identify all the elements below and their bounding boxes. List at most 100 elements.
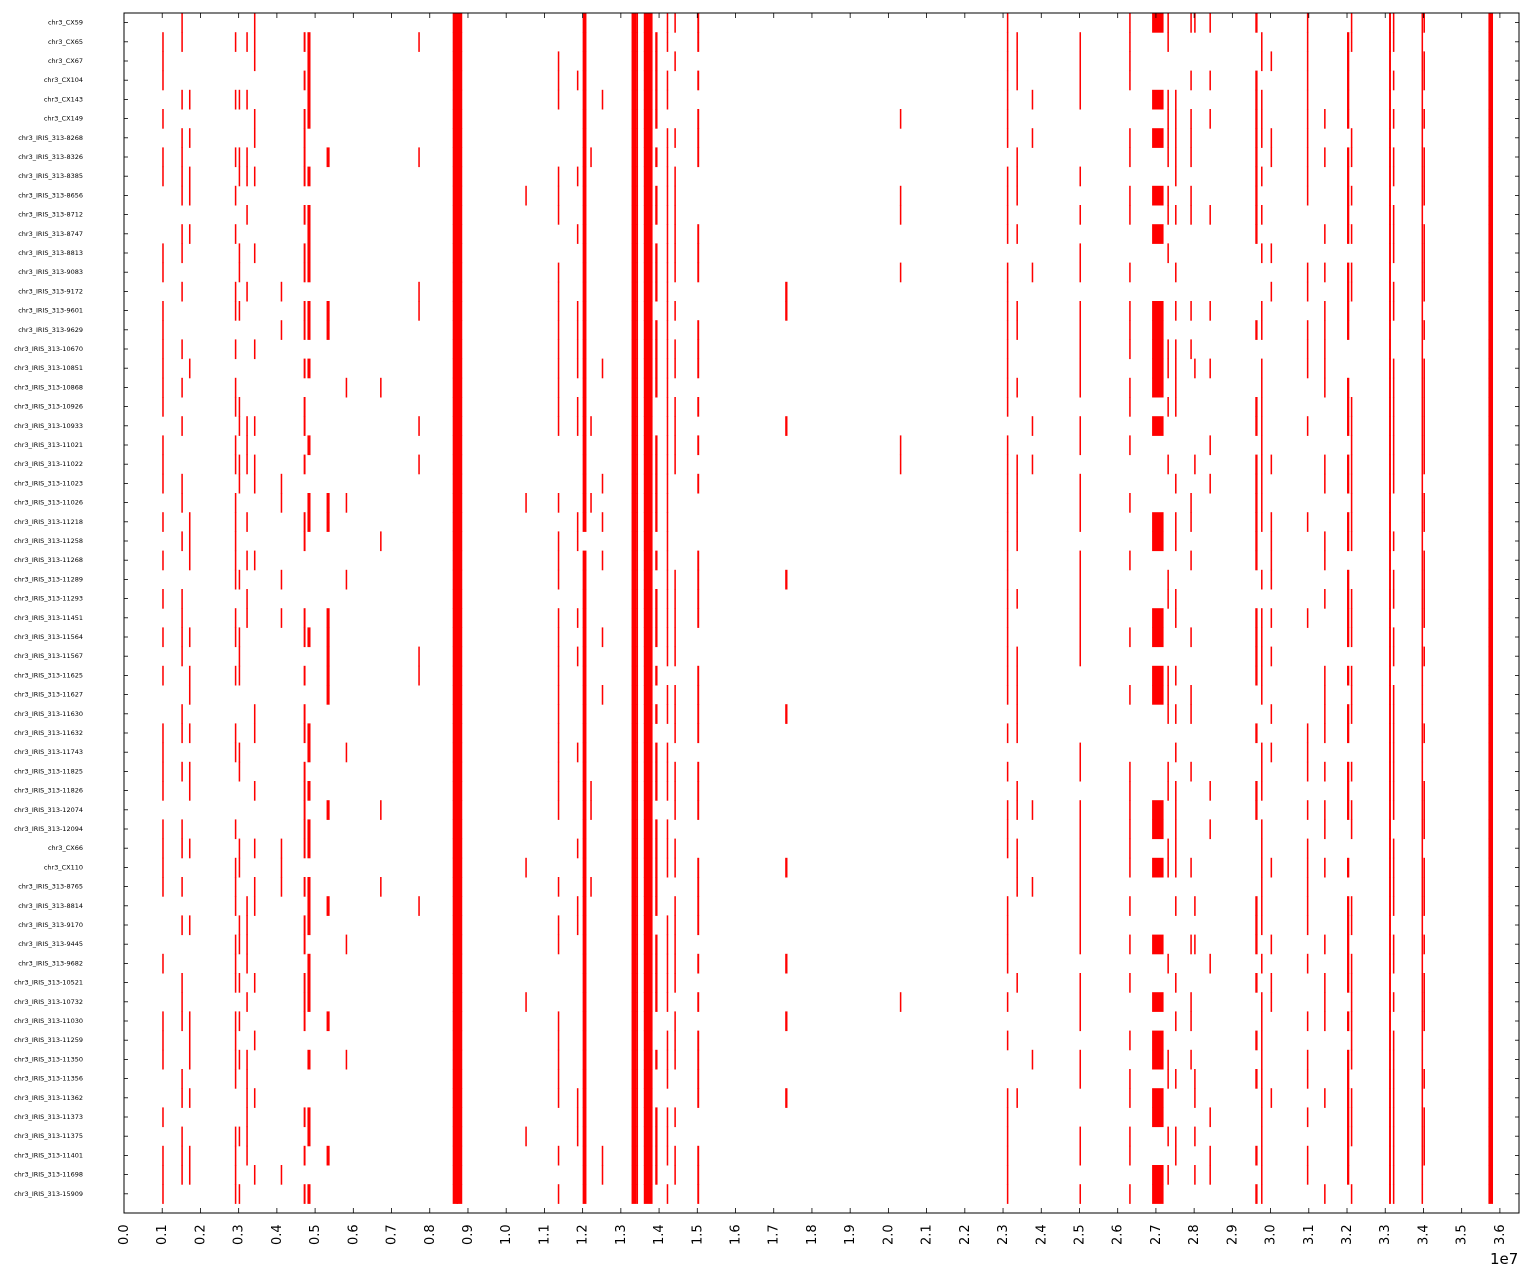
mark-row-57 xyxy=(1347,1107,1350,1128)
mark-row-36 xyxy=(1421,704,1424,724)
mark-row-39 xyxy=(181,761,183,782)
mark-row-57 xyxy=(1389,1107,1391,1128)
mark-row-18 xyxy=(674,358,676,379)
mark-row-7 xyxy=(162,147,164,168)
mark-row-39 xyxy=(1129,761,1131,782)
mark-row-22 xyxy=(1421,435,1424,456)
mark-row-58 xyxy=(1488,1126,1494,1147)
mark-row-61 xyxy=(1152,1184,1164,1204)
mark-row-12 xyxy=(1423,243,1425,264)
mark-row-17 xyxy=(1421,339,1424,360)
mark-row-32 xyxy=(674,627,676,648)
mark-row-11 xyxy=(181,224,183,244)
mark-row-32 xyxy=(1190,627,1192,648)
mark-row-4 xyxy=(1167,89,1169,110)
y-tick-label: chr3_IRIS_313-11375 xyxy=(14,1132,83,1140)
mark-row-39 xyxy=(643,761,653,782)
mark-row-26 xyxy=(1421,512,1424,532)
mark-row-37 xyxy=(1306,723,1309,744)
mark-row-58 xyxy=(307,1126,311,1147)
mark-row-24 xyxy=(582,473,587,494)
mark-row-9 xyxy=(1255,185,1258,206)
mark-row-31 xyxy=(1488,608,1494,628)
mark-row-19 xyxy=(1175,377,1177,398)
y-tick-label: chr3_IRIS_313-11218 xyxy=(14,518,83,526)
mark-row-17 xyxy=(1152,339,1164,360)
y-tick-label: chr3_IRIS_313-8712 xyxy=(18,211,83,219)
mark-row-53 xyxy=(666,1030,669,1051)
y-tick-label: chr3_IRIS_313-11289 xyxy=(14,575,83,583)
mark-row-28 xyxy=(1389,550,1391,571)
mark-row-1 xyxy=(636,32,639,52)
mark-row-20 xyxy=(162,397,164,417)
mark-row-4 xyxy=(636,89,639,110)
mark-row-32 xyxy=(582,627,587,648)
mark-row-47 xyxy=(246,915,248,936)
mark-row-32 xyxy=(1006,627,1009,648)
mark-row-43 xyxy=(1129,838,1131,859)
mark-row-22 xyxy=(162,435,164,456)
mark-row-3 xyxy=(1389,70,1391,91)
mark-row-39 xyxy=(1306,761,1309,782)
mark-row-45 xyxy=(1306,877,1309,897)
mark-row-29 xyxy=(1392,569,1395,590)
mark-row-39 xyxy=(631,761,637,782)
mark-row-50 xyxy=(1129,973,1131,993)
mark-row-4 xyxy=(1255,89,1258,110)
mark-row-32 xyxy=(1079,627,1082,648)
x-tick-label: 0.4 xyxy=(270,1224,285,1245)
mark-row-0 xyxy=(1194,13,1196,33)
mark-row-17 xyxy=(674,339,676,360)
mark-row-17 xyxy=(234,339,237,360)
mark-row-22 xyxy=(1350,435,1353,456)
mark-row-31 xyxy=(1270,608,1273,628)
mark-row-21 xyxy=(1389,416,1391,436)
y-tick-label: chr3_IRIS_313-8765 xyxy=(18,883,83,891)
mark-row-59 xyxy=(1129,1145,1131,1166)
x-tick-label: 0.1 xyxy=(155,1224,170,1245)
mark-row-21 xyxy=(1421,416,1424,436)
mark-row-16 xyxy=(1255,320,1258,340)
mark-row-1 xyxy=(1350,32,1353,52)
mark-row-36 xyxy=(1392,704,1395,724)
mark-row-36 xyxy=(636,704,639,724)
mark-row-13 xyxy=(631,262,637,283)
mark-row-59 xyxy=(655,1145,658,1166)
mark-row-35 xyxy=(188,685,191,705)
mark-row-40 xyxy=(643,781,653,801)
mark-row-15 xyxy=(238,301,241,321)
x-tick-label: 1.5 xyxy=(690,1224,705,1245)
mark-row-41 xyxy=(380,800,382,820)
mark-row-60 xyxy=(234,1165,237,1185)
mark-row-59 xyxy=(1255,1145,1258,1166)
mark-row-52 xyxy=(234,1011,237,1032)
mark-row-1 xyxy=(246,32,248,52)
mark-row-46 xyxy=(1423,896,1425,916)
mark-row-53 xyxy=(1255,1030,1258,1051)
y-tick-label: chr3_IRIS_313-11632 xyxy=(14,729,83,737)
mark-row-55 xyxy=(697,1069,700,1089)
mark-row-15 xyxy=(785,301,788,321)
mark-row-21 xyxy=(674,416,676,436)
mark-row-39 xyxy=(1421,761,1424,782)
mark-row-49 xyxy=(460,953,462,974)
mark-row-60 xyxy=(1194,1165,1196,1185)
mark-row-54 xyxy=(1488,1049,1494,1070)
mark-row-58 xyxy=(1006,1126,1009,1147)
mark-row-29 xyxy=(1270,569,1273,590)
mark-row-6 xyxy=(666,128,669,148)
mark-row-51 xyxy=(525,992,527,1012)
mark-row-6 xyxy=(643,128,653,148)
mark-row-7 xyxy=(1016,147,1018,168)
mark-row-30 xyxy=(1175,589,1177,609)
mark-row-31 xyxy=(1079,608,1082,628)
mark-row-40 xyxy=(253,781,256,801)
mark-row-43 xyxy=(1175,838,1177,859)
mark-row-49 xyxy=(1261,953,1263,974)
mark-row-33 xyxy=(1270,646,1273,667)
mark-row-23 xyxy=(1270,454,1273,475)
mark-row-40 xyxy=(666,781,669,801)
mark-row-5 xyxy=(1421,109,1424,129)
mark-row-18 xyxy=(655,358,658,379)
mark-row-46 xyxy=(1175,896,1177,916)
